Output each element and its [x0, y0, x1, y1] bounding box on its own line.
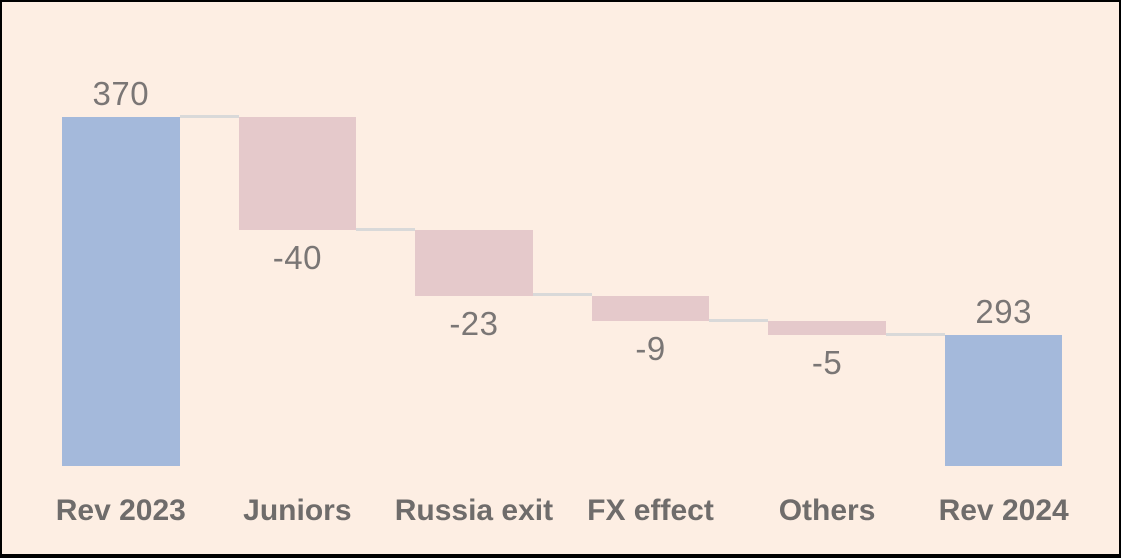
bar-juniors — [238, 117, 357, 231]
category-label-rev-2024: Rev 2024 — [938, 494, 1069, 527]
category-label-juniors: Juniors — [243, 494, 352, 527]
value-label-others: -5 — [811, 344, 843, 382]
category-label-russia-exit: Russia exit — [394, 494, 554, 527]
bar-fx-effect — [591, 295, 710, 322]
bar-russia-exit — [415, 230, 533, 296]
value-label-rev-2023: 370 — [92, 75, 150, 112]
value-label-russia-exit: -23 — [449, 304, 499, 342]
bar-rev-2023 — [62, 117, 180, 466]
category-label-others: Others — [778, 494, 876, 527]
connector-line-3 — [532, 293, 592, 297]
connector-line-1 — [179, 114, 239, 118]
value-label-fx-effect: -9 — [635, 330, 666, 368]
category-label-rev-2023: Rev 2023 — [55, 494, 186, 527]
connector-line-5 — [885, 332, 945, 336]
bar-others — [768, 321, 886, 336]
value-label-rev-2024: 293 — [975, 293, 1032, 331]
value-label-juniors: -40 — [272, 239, 322, 277]
connector-line-2 — [356, 227, 416, 231]
category-label-fx-effect: FX effect — [587, 494, 714, 527]
bar-rev-2024 — [944, 335, 1063, 466]
connector-line-4 — [709, 318, 769, 322]
